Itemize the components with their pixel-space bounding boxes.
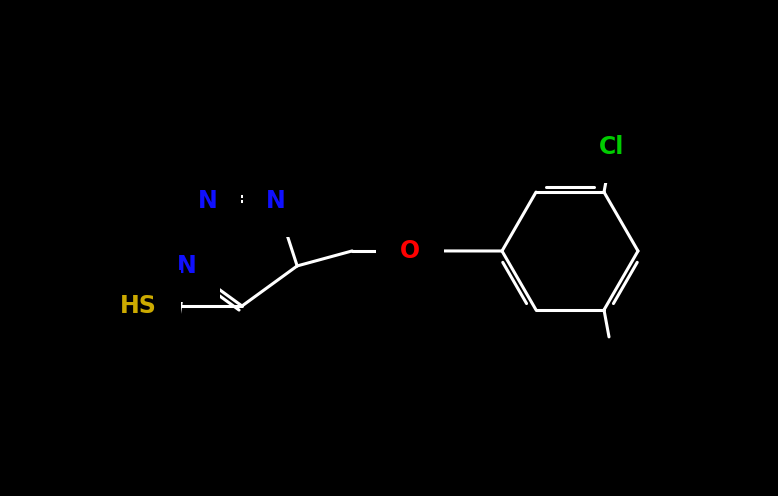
Text: Cl: Cl	[599, 135, 625, 159]
Text: HS: HS	[120, 294, 157, 318]
Text: N: N	[177, 254, 197, 278]
Text: O: O	[400, 239, 420, 263]
Text: N: N	[266, 189, 286, 213]
Text: N: N	[198, 189, 218, 213]
